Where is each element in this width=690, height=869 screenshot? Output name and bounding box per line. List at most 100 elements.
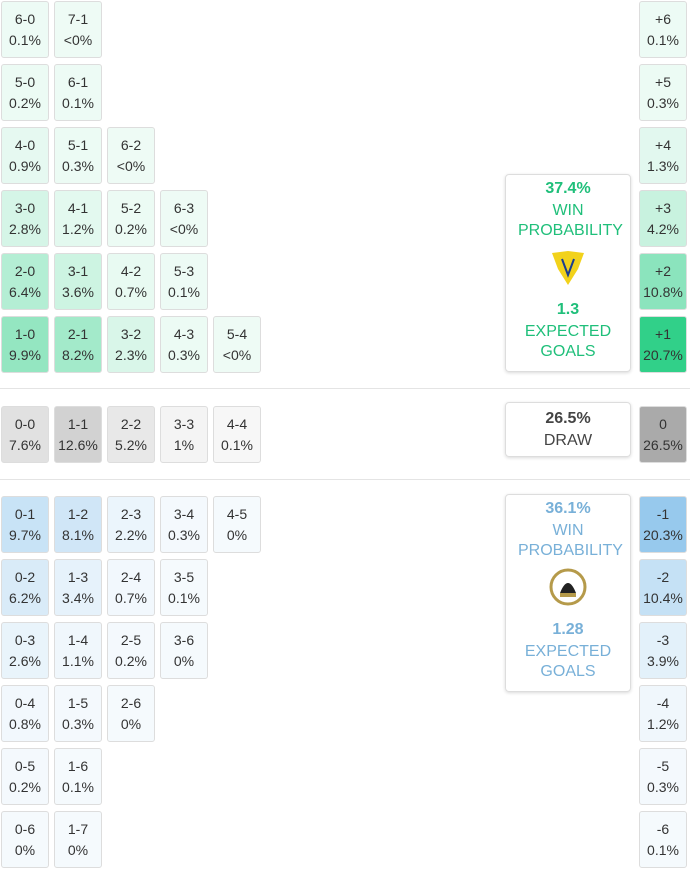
score-cell: -5 0.3% <box>639 748 687 805</box>
xg-label: EXPECTED GOALS <box>524 643 612 680</box>
score-cell: 1-5 0.3% <box>54 685 102 742</box>
cell-text: 0-6 <box>14 820 36 837</box>
cell-text: 0.2% <box>115 652 147 669</box>
score-cell: 2-5 0.2% <box>107 622 155 679</box>
cell-text: 2-6 <box>120 694 142 711</box>
cell-text: 9.9% <box>9 346 41 363</box>
score-cell: 2-0 6.4% <box>1 253 49 310</box>
score-cell: 3-6 0% <box>160 622 208 679</box>
cell-text: 20.3% <box>643 526 683 543</box>
score-cell: 7-1 <0% <box>54 1 102 58</box>
score-cell: 3-4 0.3% <box>160 496 208 553</box>
score-cell: 2-6 0% <box>107 685 155 742</box>
win-label: WIN PROBABILITY <box>518 522 623 559</box>
cell-text: 6-3 <box>173 199 195 216</box>
score-cell: +6 0.1% <box>639 1 687 58</box>
score-cell: 5-2 0.2% <box>107 190 155 247</box>
cell-text: 2.3% <box>115 346 147 363</box>
cell-text: 0% <box>173 652 195 669</box>
cell-text: 0.1% <box>221 436 253 453</box>
cell-text: 0.1% <box>168 283 200 300</box>
score-cell: -6 0.1% <box>639 811 687 868</box>
cell-text: 0.3% <box>168 526 200 543</box>
cell-text: <0% <box>222 346 252 363</box>
score-cell: 4-1 1.2% <box>54 190 102 247</box>
xg: 1.28 <box>552 621 584 638</box>
separator <box>0 388 690 389</box>
cell-text: 0.1% <box>62 94 94 111</box>
cell-text: 0.3% <box>647 778 679 795</box>
cell-text: 3.6% <box>62 283 94 300</box>
cell-text: 6.4% <box>9 283 41 300</box>
win-pct: 37.4% <box>545 180 591 197</box>
cell-text: 8.1% <box>62 526 94 543</box>
score-cell: 1-3 3.4% <box>54 559 102 616</box>
cell-text: 2-5 <box>120 631 142 648</box>
cell-text: 3.9% <box>647 652 679 669</box>
away-summary: 36.1% WIN PROBABILITY 1.28 EXPECTED GOAL… <box>505 494 631 692</box>
cell-text: 10.8% <box>643 283 683 300</box>
cell-text: 0-0 <box>14 415 36 432</box>
cell-text: 3-1 <box>67 262 89 279</box>
cell-text: 1-6 <box>67 757 89 774</box>
score-cell: 6-3 <0% <box>160 190 208 247</box>
score-cell: 4-3 0.3% <box>160 316 208 373</box>
cell-text: 0.2% <box>9 94 41 111</box>
score-cell: 1-7 0% <box>54 811 102 868</box>
cell-text: -4 <box>656 694 670 711</box>
score-cell: 3-5 0.1% <box>160 559 208 616</box>
score-cell: 0 26.5% <box>639 406 687 463</box>
cell-text: 4-1 <box>67 199 89 216</box>
cell-text: 4-4 <box>226 415 248 432</box>
away-logo <box>549 568 587 606</box>
score-cell: 0-6 0% <box>1 811 49 868</box>
cell-text: 1.3% <box>647 157 679 174</box>
cell-text: 5-4 <box>226 325 248 342</box>
score-cell: 1-2 8.1% <box>54 496 102 553</box>
cell-text: 0-3 <box>14 631 36 648</box>
score-cell: 0-2 6.2% <box>1 559 49 616</box>
cell-text: +6 <box>655 10 671 27</box>
cell-text: 5-3 <box>173 262 195 279</box>
cell-text: 1.2% <box>647 715 679 732</box>
cell-text: 0.3% <box>62 157 94 174</box>
score-cell: 1-0 9.9% <box>1 316 49 373</box>
score-cell: 2-4 0.7% <box>107 559 155 616</box>
cell-text: 0.2% <box>115 220 147 237</box>
cell-text: 1.2% <box>62 220 94 237</box>
cell-text: 3-0 <box>14 199 36 216</box>
cell-text: 5.2% <box>115 436 147 453</box>
cell-text: 0.3% <box>647 94 679 111</box>
cell-text: 0-4 <box>14 694 36 711</box>
cell-text: 4-5 <box>226 505 248 522</box>
score-cell: +4 1.3% <box>639 127 687 184</box>
cell-text: 2-1 <box>67 325 89 342</box>
score-cell: 5-4 <0% <box>213 316 261 373</box>
cell-text: 1-4 <box>67 631 89 648</box>
cell-text: -3 <box>656 631 670 648</box>
cell-text: 12.6% <box>58 436 98 453</box>
cell-text: 2.8% <box>9 220 41 237</box>
cell-text: 0.1% <box>62 778 94 795</box>
score-cell: 0-0 7.6% <box>1 406 49 463</box>
cell-text: 5-1 <box>67 136 89 153</box>
cell-text: +4 <box>655 136 671 153</box>
cell-text: 0-1 <box>14 505 36 522</box>
cell-text: 2-4 <box>120 568 142 585</box>
home-summary: 37.4% WIN PROBABILITY 1.3 EXPECTED GOALS <box>505 174 631 372</box>
cell-text: 0.7% <box>115 283 147 300</box>
cell-text: 6-0 <box>14 10 36 27</box>
cell-text: 5-2 <box>120 199 142 216</box>
cell-text: 0.9% <box>9 157 41 174</box>
cell-text: <0% <box>169 220 199 237</box>
cell-text: +2 <box>655 262 671 279</box>
cell-text: 20.7% <box>643 346 683 363</box>
score-cell: 6-1 0.1% <box>54 64 102 121</box>
cell-text: 7-1 <box>67 10 89 27</box>
cell-text: 0-2 <box>14 568 36 585</box>
win-pct: 36.1% <box>545 500 591 517</box>
cell-text: 3-2 <box>120 325 142 342</box>
cell-text: 0% <box>14 841 36 858</box>
score-cell: 2-2 5.2% <box>107 406 155 463</box>
cell-text: 0.1% <box>9 31 41 48</box>
